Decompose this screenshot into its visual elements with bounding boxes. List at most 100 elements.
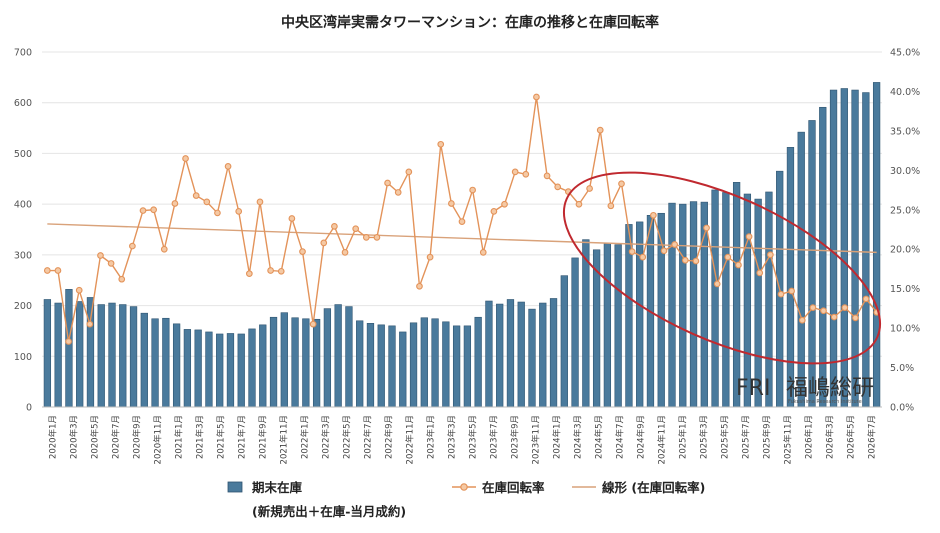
- bar: [722, 192, 730, 408]
- turnover-point: [862, 295, 870, 303]
- x-tick-label: 2023年1月: [426, 415, 437, 459]
- turnover-point: [267, 267, 274, 274]
- bar: [302, 318, 310, 408]
- turnover-point: [479, 249, 487, 256]
- bar: [851, 89, 859, 408]
- bar: [528, 308, 536, 408]
- bar: [506, 299, 515, 408]
- bar: [819, 106, 827, 408]
- left-tick-label: 400: [14, 200, 32, 211]
- x-tick-label: 2023年11月: [531, 415, 542, 464]
- x-tick-label: 2025年3月: [699, 415, 710, 459]
- turnover-point: [394, 189, 402, 196]
- turnover-point: [43, 267, 51, 274]
- turnover-point: [852, 314, 859, 322]
- legend-sublabel-bar: (新規売出＋在庫-当月成約): [252, 504, 406, 519]
- turnover-point: [54, 267, 62, 274]
- bar: [366, 323, 375, 408]
- turnover-point: [224, 163, 232, 170]
- bar: [603, 243, 612, 408]
- turnover-point: [416, 282, 423, 290]
- turnover-point: [448, 200, 455, 207]
- x-tick-label: 2021年1月: [174, 415, 185, 459]
- bar: [151, 318, 159, 408]
- x-tick-label: 2021年3月: [195, 415, 206, 459]
- bar: [485, 300, 493, 408]
- turnover-point: [735, 261, 742, 269]
- right-tick-label: 25.0%: [890, 205, 920, 216]
- logo-sub: Fukushima Research Institute: [788, 399, 862, 405]
- bar: [76, 301, 84, 408]
- turnover-point: [373, 234, 381, 241]
- turnover-point: [341, 249, 349, 256]
- x-tick-label: 2026年1月: [804, 415, 815, 459]
- bar: [560, 275, 568, 408]
- legend-label-trend: 線形 (在庫回転率): [602, 480, 705, 495]
- trendline: [47, 223, 877, 254]
- x-tick-label: 2022年9月: [384, 415, 395, 459]
- bar: [356, 320, 364, 408]
- turnover-point: [65, 338, 72, 345]
- x-tick-label: 2025年5月: [720, 415, 731, 459]
- turnover-point: [75, 286, 83, 294]
- turnover-point: [713, 280, 721, 288]
- turnover-point: [628, 248, 636, 255]
- x-tick-label: 2022年7月: [363, 415, 374, 459]
- turnover-point: [798, 316, 806, 324]
- turnover-point: [458, 218, 466, 225]
- bar: [129, 306, 138, 408]
- bar: [248, 328, 256, 408]
- bar: [797, 131, 805, 408]
- bar: [539, 302, 547, 408]
- x-tick-label: 2024年9月: [636, 415, 647, 459]
- turnover-point: [437, 140, 445, 148]
- turnover-point: [192, 192, 200, 199]
- turnover-point: [820, 307, 827, 315]
- turnover-point: [299, 248, 306, 255]
- turnover-point: [575, 200, 583, 208]
- turnover-point: [309, 320, 317, 328]
- bar: [280, 312, 288, 408]
- logo-mark: FRI: [736, 376, 770, 401]
- bar: [463, 325, 472, 408]
- x-tick-label: 2024年1月: [552, 415, 563, 459]
- x-tick-label: 2024年11月: [657, 415, 668, 464]
- right-tick-label: 0.0%: [890, 403, 914, 414]
- turnover-point: [160, 245, 168, 253]
- bar: [259, 324, 267, 408]
- turnover-point: [692, 257, 700, 265]
- turnover-point: [830, 313, 838, 321]
- x-tick-label: 2020年5月: [90, 415, 101, 459]
- x-tick-label: 2025年9月: [762, 415, 773, 459]
- bar: [216, 333, 224, 408]
- gridlines: [42, 51, 882, 408]
- right-tick-label: 30.0%: [890, 166, 920, 177]
- turnover-point: [788, 287, 795, 295]
- bar: [872, 82, 881, 408]
- bar: [442, 321, 450, 408]
- bar: [237, 333, 245, 408]
- bar: [334, 304, 342, 408]
- bar: [140, 312, 148, 408]
- bar: [108, 302, 116, 408]
- turnover-point: [618, 180, 625, 188]
- turnover-point: [501, 200, 508, 208]
- turnover-point: [767, 251, 774, 259]
- turnover-point: [86, 320, 94, 328]
- x-tick-label: 2021年5月: [216, 415, 227, 459]
- turnover-point: [288, 215, 296, 222]
- bar: [119, 304, 127, 408]
- highlight-ellipse: [562, 171, 882, 365]
- right-tick-label: 40.0%: [890, 87, 920, 98]
- turnover-point: [724, 253, 732, 261]
- turnover-point: [660, 247, 668, 255]
- bar: [162, 317, 170, 408]
- bar: [194, 329, 202, 408]
- turnover-point: [171, 200, 179, 207]
- turnover-point: [703, 224, 710, 232]
- bar: [786, 147, 795, 408]
- right-tick-label: 10.0%: [890, 324, 920, 335]
- chart-title: 中央区湾岸実需タワーマンション：在庫の推移と在庫回転率: [281, 14, 659, 31]
